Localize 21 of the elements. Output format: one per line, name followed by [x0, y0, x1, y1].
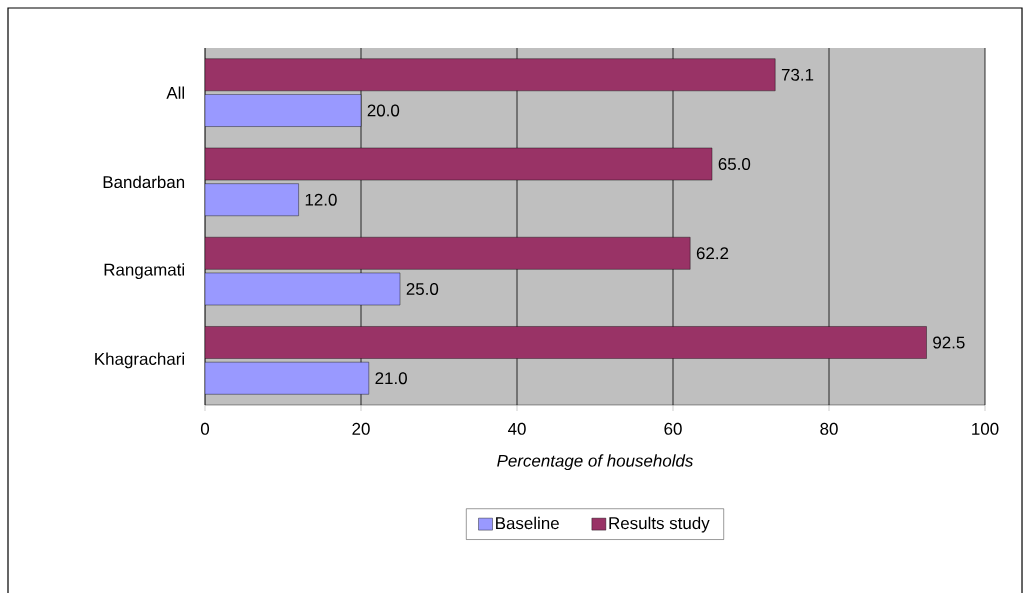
data-label: 21.0	[375, 372, 407, 385]
data-label: 92.5	[933, 336, 965, 349]
y-tick-label: Bandarban	[103, 175, 185, 189]
data-label: 65.0	[718, 158, 751, 171]
y-tick-label: All	[166, 86, 185, 99]
y-tick-label: Rangamati	[104, 263, 185, 280]
data-label: 12.0	[305, 193, 337, 206]
x-tick-label: 20	[352, 422, 370, 435]
legend-label: Results study	[609, 516, 710, 533]
legend-label: Baseline	[496, 516, 559, 530]
data-label: 25.0	[406, 282, 439, 295]
x-tick-label: 40	[507, 422, 526, 435]
data-label: 62.2	[696, 247, 729, 260]
y-tick-label: Khagrachari	[95, 352, 184, 369]
x-tick-label: 100	[972, 422, 999, 435]
x-tick-label: 80	[820, 422, 838, 435]
x-axis-title: Percentage of households	[497, 454, 694, 471]
data-label: 20.0	[367, 104, 400, 117]
x-tick-label: 60	[664, 422, 682, 435]
data-label: 73.1	[781, 68, 814, 81]
x-tick-label: 0	[200, 422, 210, 435]
